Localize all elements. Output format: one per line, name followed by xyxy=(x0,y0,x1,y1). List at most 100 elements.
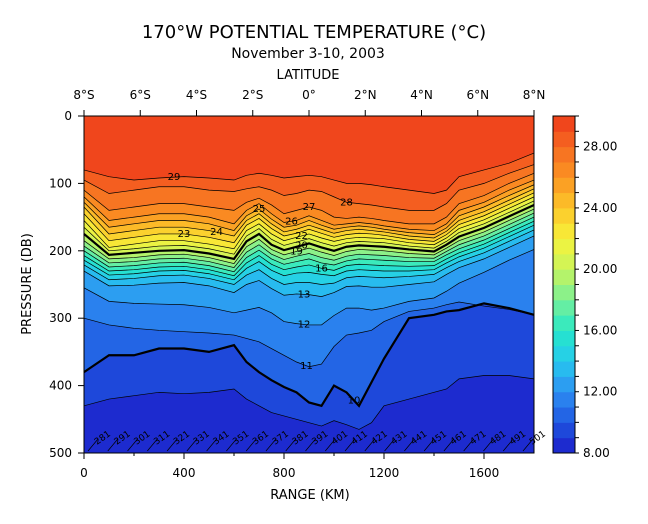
contour-label-25: 25 xyxy=(253,204,266,215)
colorbar-cell xyxy=(553,437,575,454)
station-marker xyxy=(463,438,474,452)
colorbar-cell xyxy=(553,146,575,163)
isotherm-20 xyxy=(83,203,535,261)
isotherm-16 xyxy=(83,220,535,277)
top-tick-label: 4°N xyxy=(410,88,433,102)
isotherm-23 xyxy=(83,192,535,244)
isotherm-19 xyxy=(83,208,535,265)
contour-label-22: 22 xyxy=(295,231,308,242)
isotherm-29 xyxy=(83,152,535,194)
station-marker xyxy=(107,438,119,452)
isotherm-11 xyxy=(83,301,535,368)
colorbar-cell xyxy=(553,376,575,393)
x-axis-label: RANGE (KM) xyxy=(270,488,349,503)
isotherm-12 xyxy=(83,249,535,326)
station-marker xyxy=(364,438,376,452)
colorbar-cell xyxy=(553,330,575,347)
contour-label-11: 11 xyxy=(300,361,313,372)
contour-label-13: 13 xyxy=(298,289,311,300)
station-marker xyxy=(87,438,99,452)
isotherm-24 xyxy=(83,188,535,239)
station-marker xyxy=(443,438,455,452)
station-marker xyxy=(206,438,217,452)
isotherm-13 xyxy=(83,235,535,297)
station-marker xyxy=(166,438,178,452)
station-marker xyxy=(186,438,198,452)
station-marker xyxy=(384,438,395,452)
station-marker xyxy=(265,438,277,452)
station-marker xyxy=(423,438,435,452)
station-marker xyxy=(483,438,494,452)
colorbar-label: 12.00 xyxy=(583,385,617,399)
colorbar-cell xyxy=(553,345,575,362)
station-marker xyxy=(245,438,257,452)
colorbar-cell xyxy=(553,177,575,194)
contour-label-23: 23 xyxy=(178,229,191,240)
contour-label-20: 20 xyxy=(295,240,308,251)
colorbar-cell xyxy=(553,284,575,301)
chart-title: 170°W POTENTIAL TEMPERATURE (°C) xyxy=(142,22,486,43)
contour-label-10: 10 xyxy=(348,395,361,406)
colorbar-cell xyxy=(553,161,575,178)
y-tick-label: 200 xyxy=(49,244,72,258)
station-marker xyxy=(522,438,534,452)
station-marker xyxy=(404,438,415,452)
y-tick-label: 500 xyxy=(49,446,72,460)
contour-label-29: 29 xyxy=(168,172,181,183)
contour-label-19: 19 xyxy=(290,246,303,257)
top-tick-label: 4°S xyxy=(186,88,207,102)
station-marker xyxy=(127,438,138,452)
y-axis-label: PRESSURE (DB) xyxy=(20,233,35,335)
contour-label-12: 12 xyxy=(298,319,311,330)
top-tick-label: 0° xyxy=(302,88,316,102)
colorbar-cell xyxy=(553,131,575,148)
temperature-band-9 xyxy=(84,375,534,453)
chart-subtitle: November 3-10, 2003 xyxy=(231,46,385,62)
top-tick-label: 6°N xyxy=(466,88,489,102)
colorbar-label: 8.00 xyxy=(583,446,610,460)
x-tick-label: 0 xyxy=(80,466,88,480)
colorbar-cell xyxy=(553,407,575,423)
x-tick-label: 1200 xyxy=(369,466,400,480)
colorbar-cell xyxy=(553,361,575,377)
isotherm-28 xyxy=(83,164,535,211)
isotherm-27 xyxy=(83,172,535,225)
colorbar-cell xyxy=(553,269,575,285)
station-marker xyxy=(285,438,296,452)
station-marker xyxy=(325,438,336,452)
station-marker xyxy=(305,438,316,452)
colorbar-label: 24.00 xyxy=(583,201,617,215)
colorbar-cell xyxy=(553,422,575,439)
top-tick-label: 8°S xyxy=(73,88,94,102)
colorbar-label: 16.00 xyxy=(583,323,617,337)
isotherm-10 xyxy=(83,302,535,408)
axes-layer: 0 400 800 1200 1600 0 100 200 300 400 500 8°S 6°S 4°S… xyxy=(49,88,545,480)
colorbar-cell xyxy=(553,116,575,132)
x-tick-label: 400 xyxy=(173,466,196,480)
isotherm-14 xyxy=(83,229,535,285)
station-marker xyxy=(147,438,158,452)
y-tick-label: 0 xyxy=(64,109,72,123)
isotherm-22 xyxy=(83,196,535,250)
contour-label-16: 16 xyxy=(315,263,328,274)
x-tick-label: 1600 xyxy=(469,466,500,480)
colorbar-cell xyxy=(553,192,575,209)
station-marker xyxy=(226,438,237,452)
contour-label-28: 28 xyxy=(340,197,353,208)
colorbar-cell xyxy=(553,223,575,240)
station-marker xyxy=(344,438,356,452)
station-marker xyxy=(502,438,514,452)
x-tick-label: 800 xyxy=(273,466,296,480)
isotherm-26 xyxy=(83,179,535,231)
top-tick-label: 6°S xyxy=(130,88,151,102)
contour-label-24: 24 xyxy=(210,227,223,238)
top-axis-label: LATITUDE xyxy=(277,68,340,83)
contour-label-27: 27 xyxy=(303,202,316,213)
colorbar-label: 20.00 xyxy=(583,262,617,276)
colorbar: 8.00 12.00 16.00 20.00 24.00 28.00 xyxy=(552,115,617,460)
colorbar-label: 28.00 xyxy=(583,140,617,154)
isotherm-layer xyxy=(83,152,535,430)
top-tick-label: 2°N xyxy=(354,88,377,102)
